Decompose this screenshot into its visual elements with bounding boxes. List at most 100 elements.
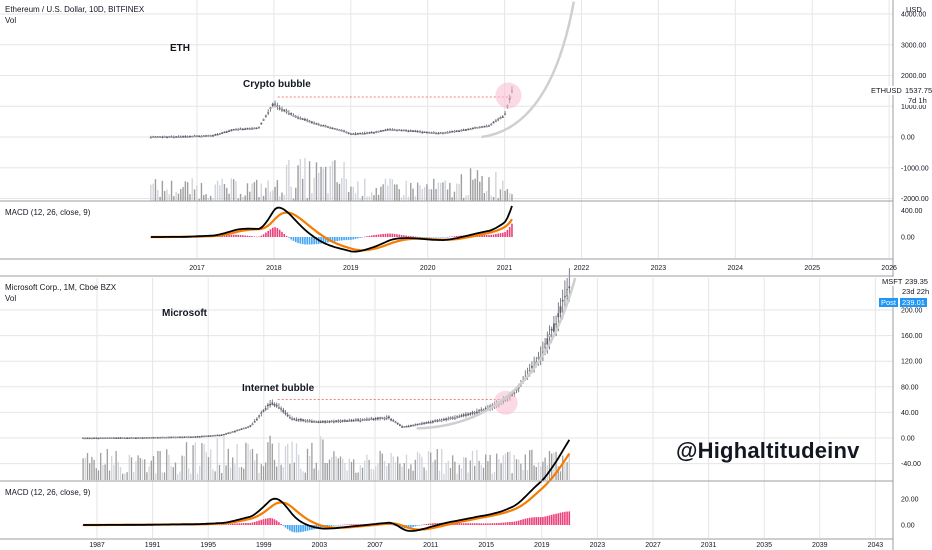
msft-volume-bar [399,463,401,480]
eth-macd-hist [384,233,387,237]
eth-candle-body [379,130,382,132]
eth-volume-bar [469,168,472,201]
eth-last-price: 1537.75 [903,86,932,95]
msft-volume-bar [289,463,291,480]
eth-volume-bar [391,179,394,201]
eth-volume-bar [265,187,267,201]
msft-candle-body [291,418,294,421]
msft-macd-hist [432,523,434,525]
eth-macd-hist [485,235,488,237]
msft-macd-hist [535,517,538,525]
msft-price-tick: 0.00 [901,436,915,443]
msft-time-label: 1999 [256,542,272,549]
msft-macd-hist [531,517,533,525]
msft-volume-bar [249,450,251,480]
eth-volume-bar [223,183,226,201]
eth-macd-tick: 0.00 [901,235,915,242]
eth-macd-hist [366,236,368,237]
eth-candle-body [246,127,249,130]
eth-macd-hist [501,232,504,237]
msft-volume-bar [533,465,535,480]
eth-volume-bar [267,180,269,201]
eth-volume-bar [350,186,352,201]
msft-volume-bar [463,457,465,480]
msft-volume-bar [135,461,137,480]
eth-volume-bar [152,183,154,201]
msft-candle-body [220,434,223,436]
msft-volume-bar [381,453,383,480]
eth-candle-body [327,126,329,128]
msft-price-tick: 160.00 [901,333,923,340]
msft-volume-bar [542,461,544,480]
eth-volume-bar [377,194,380,201]
msft-macd-hist [326,525,329,527]
eth-macd-hist [495,234,497,237]
msft-candle-body [390,418,393,421]
eth-volume-bar [272,190,274,201]
eth-candle-body [414,130,417,133]
msft-volume-bar [383,460,386,480]
msft-candle-body [328,420,331,423]
eth-volume-bar [249,191,251,201]
eth-volume-bar [324,166,327,201]
msft-volume-bar [427,451,430,480]
msft-macd-hist [352,524,355,525]
eth-candle-body [354,133,357,136]
eth-volume-bar [175,191,177,201]
eth-macd-hist [382,233,384,237]
msft-macd-hist [355,524,357,525]
eth-candle-body [267,112,270,114]
eth-macd-hist [421,237,424,238]
msft-candle-body [537,356,540,359]
eth-volume-bar [226,187,228,201]
eth-volume-bar [216,180,219,201]
eth-macd-hist [299,237,302,244]
msft-volume-bar [469,460,471,480]
msft-volume-bar [405,454,408,480]
eth-volume-bar [460,174,463,201]
eth-candle-body [386,129,389,131]
msft-candle-body [174,436,177,439]
eth-macd-hist [343,237,345,241]
msft-candle-body [231,431,234,433]
msft-macd-hist [238,523,241,525]
msft-volume-bar [390,452,392,480]
eth-volume-bar [205,194,207,201]
msft-volume-bar [234,464,236,480]
eth-volume-bar [458,184,460,201]
msft-candle-body [454,417,456,420]
eth-candle-body [419,131,421,133]
eth-candle-body [200,135,203,138]
msft-candle-body [242,427,245,430]
eth-candle-body [497,118,500,121]
eth-candle-body [297,117,300,119]
eth-time-label: 2024 [728,265,744,272]
eth-macd-hist [248,235,251,237]
eth-candle-body [469,128,472,131]
eth-candle-body [483,125,486,128]
msft-volume-bar [161,472,163,480]
msft-volume-bar [295,443,298,480]
msft-volume-bar [502,455,504,480]
msft-volume-bar [139,457,141,480]
msft-bubble-highlight [493,390,518,415]
eth-candle-body [370,131,373,134]
msft-volume-bar [280,464,282,480]
eth-volume-bar [398,189,400,201]
msft-candle-body [196,436,199,438]
eth-candle-body [356,133,359,135]
eth-volume-bar [474,178,476,201]
eth-volume-bar [419,185,421,201]
msft-macd-hist [480,523,483,525]
msft-volume-bar [364,460,366,480]
msft-candle-body [423,422,426,425]
eth-macd-hist [255,236,258,238]
msft-volume-bar [555,451,557,480]
eth-volume-bar [260,183,262,201]
msft-volume-bar [163,472,166,480]
msft-volume-bar [438,470,441,480]
msft-candle-body [416,423,419,426]
eth-volume-bar [449,182,451,201]
msft-volume-bar [150,460,152,480]
